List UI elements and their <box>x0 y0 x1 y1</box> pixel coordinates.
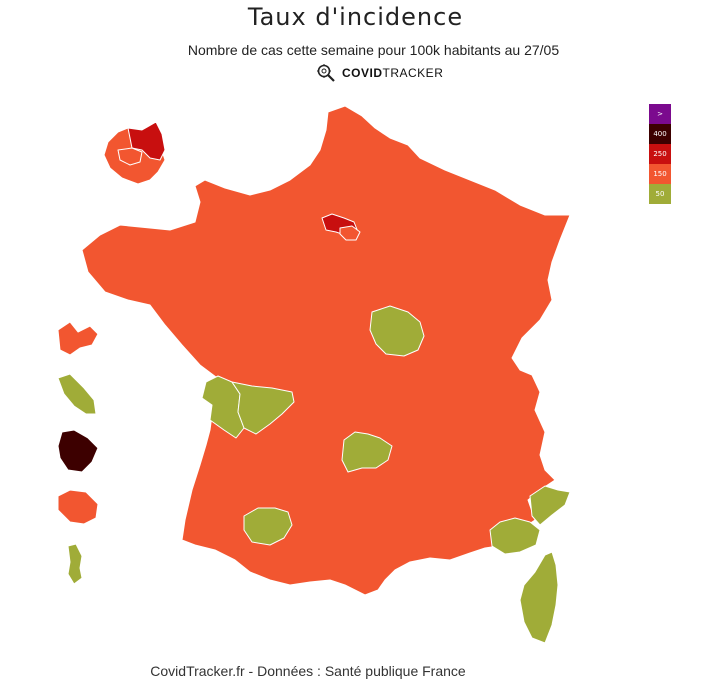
puy-de-dome <box>341 431 393 473</box>
incidence-map <box>57 105 571 644</box>
legend-label-400: 400 <box>653 130 667 138</box>
legend-item-400: 400 <box>649 124 671 144</box>
page-title: Taux d'incidence <box>247 3 464 31</box>
cher-area <box>369 305 425 357</box>
page-subtitle: Nombre de cas cette semaine pour 100k ha… <box>187 42 560 58</box>
brand-name-light: TRACKER <box>382 66 444 80</box>
inset-idf-inner <box>117 147 143 166</box>
legend-label-150: 150 <box>653 170 667 178</box>
legend-item-50: 50 <box>649 184 671 204</box>
brand-name-bold: COVID <box>342 66 383 80</box>
legend-item-above-400: > <box>649 104 671 124</box>
legend-label-above-400: > <box>657 110 663 118</box>
corse <box>519 551 559 644</box>
brand-logo: COVID TRACKER <box>316 63 443 83</box>
legend-item-150: 150 <box>649 164 671 184</box>
inset-idf-north <box>127 121 166 161</box>
var <box>489 517 541 555</box>
alpes-maritimes <box>529 485 571 526</box>
legend-item-250: 250 <box>649 144 671 164</box>
martinique <box>57 373 97 415</box>
mayotte <box>67 543 83 585</box>
virus-magnifier-icon <box>317 64 335 82</box>
legend-label-50: 50 <box>655 190 665 198</box>
charente-maritime <box>201 375 245 439</box>
color-legend: > 400 250 150 50 <box>649 104 671 204</box>
gers <box>243 507 293 546</box>
data-source-footer: CovidTracker.fr - Données : Santé publiq… <box>150 663 466 679</box>
reunion <box>57 489 99 525</box>
metropole-france <box>81 105 571 596</box>
legend-label-250: 250 <box>653 150 667 158</box>
idf-inner <box>339 225 361 241</box>
guyane <box>57 429 99 473</box>
guadeloupe <box>57 321 99 356</box>
vienne-area <box>231 381 295 435</box>
